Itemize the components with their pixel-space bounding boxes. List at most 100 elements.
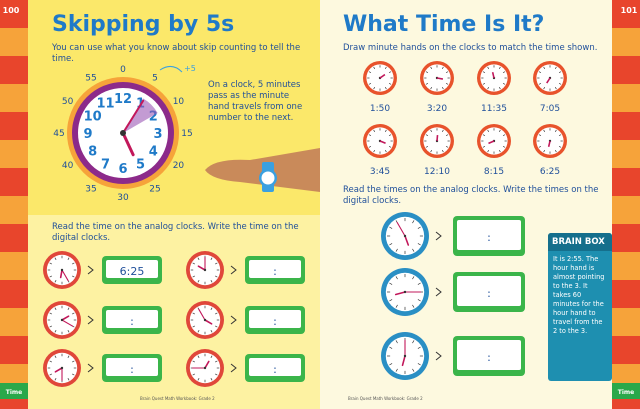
- clock-tick: [389, 299, 393, 302]
- clock-tick: [482, 71, 486, 74]
- digital-time: :: [273, 315, 277, 328]
- clock-tick: [54, 257, 57, 260]
- clock-number: 5: [136, 157, 145, 172]
- stripe: [612, 140, 640, 168]
- clock-tick: [389, 243, 393, 246]
- hour-hand: [488, 140, 495, 145]
- instruction: Draw minute hands on the clocks to match…: [343, 43, 598, 53]
- clock-tick: [215, 262, 218, 265]
- plus-five: +5: [184, 64, 196, 73]
- clock-tick: [373, 149, 376, 153]
- stripe: [0, 336, 28, 364]
- clock-tick: [72, 262, 75, 265]
- clock-tick: [430, 86, 433, 90]
- clock-tick: [197, 330, 200, 333]
- digital-screen: [457, 276, 521, 306]
- minute-label: 35: [85, 184, 96, 194]
- instruction: Read the times on the analog clocks. Wri…: [343, 185, 599, 206]
- stripe: [0, 168, 28, 196]
- clock-tick: [368, 134, 372, 137]
- clock-tick: [412, 248, 415, 252]
- plus-arrow: [159, 66, 183, 73]
- minute-label: 30: [117, 193, 129, 203]
- digital-screen: [249, 310, 301, 328]
- clock-tick: [215, 360, 218, 363]
- clock-pin: [403, 234, 407, 238]
- hour-hand: [401, 355, 406, 367]
- clock-tick: [49, 360, 52, 363]
- arrow: [87, 265, 94, 275]
- clock-tick: [373, 129, 376, 133]
- clock-tick: [498, 129, 501, 133]
- brain-box: BRAIN BOX It is 2:55. The hour hand is a…: [548, 233, 612, 381]
- clock-tick: [72, 373, 75, 376]
- clock-tick: [554, 66, 557, 70]
- minute-label: 15: [181, 129, 192, 139]
- hour-hand: [61, 315, 70, 321]
- clock-tick: [543, 66, 546, 70]
- clock-tick: [538, 145, 542, 148]
- hour-hand: [547, 140, 551, 148]
- minute-hand: [396, 221, 406, 237]
- tab-label: Time: [618, 389, 634, 396]
- clock-tick: [395, 276, 398, 280]
- stripe: [0, 308, 28, 336]
- digital-screen: [457, 340, 521, 370]
- clock-tick: [384, 86, 387, 90]
- time-label: 3:45: [370, 167, 390, 177]
- clock-tick: [395, 340, 398, 344]
- clock-number: 11: [96, 97, 114, 112]
- clock-tick: [538, 134, 542, 137]
- arrow: [87, 363, 94, 373]
- hour-hand: [204, 360, 210, 369]
- clock-tick: [502, 145, 506, 148]
- page-number: 100: [3, 6, 20, 15]
- minute-label: 55: [85, 74, 96, 84]
- watch-face: [261, 171, 275, 185]
- tab: [0, 383, 28, 399]
- clock-tick: [482, 134, 486, 137]
- hour-hand: [197, 265, 206, 271]
- clock-tick: [389, 282, 393, 285]
- clock-tick: [67, 257, 70, 260]
- clock-tick: [425, 145, 429, 148]
- clock-tick: [192, 373, 195, 376]
- clock-number: 4: [149, 145, 158, 160]
- clock-pin: [60, 318, 64, 322]
- clock-tick: [72, 312, 75, 315]
- clock-tick: [412, 220, 415, 224]
- clock-tick: [197, 280, 200, 283]
- clock-tick: [445, 145, 449, 148]
- clock-tick: [498, 66, 501, 70]
- title: What Time Is It?: [343, 12, 545, 37]
- clock-tick: [502, 82, 506, 85]
- clock-tick: [445, 71, 449, 74]
- digital-time: :: [273, 265, 277, 278]
- clock-tick: [558, 134, 562, 137]
- clock-tick: [395, 304, 398, 308]
- clock-tick: [543, 149, 546, 153]
- hour-hand: [491, 71, 495, 79]
- clock-tick: [441, 149, 444, 153]
- clock-tick: [487, 149, 490, 153]
- clock-pin: [120, 130, 126, 136]
- arrow: [230, 363, 237, 373]
- arrow: [435, 351, 442, 361]
- clock-tick: [192, 312, 195, 315]
- time-label: 3:20: [427, 104, 447, 114]
- clock-tick: [430, 149, 433, 153]
- clock-tick: [425, 134, 429, 137]
- digital-time: :: [487, 351, 491, 364]
- hour-hand: [379, 140, 386, 144]
- clock-tick: [49, 262, 52, 265]
- clock-tick: [49, 373, 52, 376]
- clock-number: 3: [153, 127, 162, 142]
- digital-time: :: [130, 363, 134, 376]
- clock-tick: [215, 312, 218, 315]
- clock-pin: [60, 366, 64, 370]
- clock-tick: [368, 82, 372, 85]
- stripe: [612, 112, 640, 140]
- minute-label: 20: [173, 161, 185, 171]
- clock-tick: [412, 304, 415, 308]
- clock-tick: [417, 346, 421, 349]
